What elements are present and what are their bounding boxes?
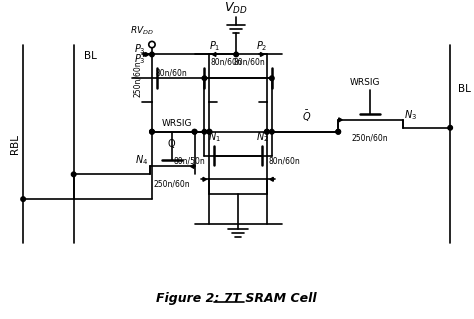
Text: $N_2$: $N_2$	[255, 130, 268, 144]
Circle shape	[336, 130, 340, 134]
Text: Q: Q	[168, 139, 175, 149]
Polygon shape	[191, 164, 194, 168]
Circle shape	[270, 130, 274, 134]
Circle shape	[72, 172, 76, 177]
Text: 80n/60n: 80n/60n	[233, 58, 265, 67]
Text: Figure 2: 7T SRAM Cell: Figure 2: 7T SRAM Cell	[156, 292, 317, 305]
Text: $P_3$: $P_3$	[134, 53, 146, 66]
Text: 80n/60n: 80n/60n	[210, 58, 242, 67]
Polygon shape	[144, 52, 147, 56]
Polygon shape	[270, 177, 273, 181]
Circle shape	[234, 52, 238, 57]
Circle shape	[192, 130, 197, 134]
Circle shape	[150, 130, 154, 134]
Circle shape	[21, 197, 26, 201]
Text: 80n/60n: 80n/60n	[156, 69, 188, 78]
Circle shape	[149, 41, 155, 48]
Text: $N_3$: $N_3$	[404, 108, 417, 122]
Text: BL: BL	[458, 84, 471, 94]
Text: 250n/60n: 250n/60n	[154, 180, 190, 189]
Circle shape	[336, 130, 340, 134]
Polygon shape	[212, 52, 216, 56]
Circle shape	[150, 52, 154, 57]
Text: 80n/50n: 80n/50n	[173, 157, 205, 166]
Circle shape	[207, 130, 212, 134]
Polygon shape	[203, 177, 207, 181]
Text: $P_2$: $P_2$	[256, 40, 268, 53]
Polygon shape	[260, 52, 264, 56]
Text: $N_1$: $N_1$	[208, 130, 221, 144]
Text: 80n/60n: 80n/60n	[269, 157, 301, 166]
Text: $N_4$: $N_4$	[136, 153, 149, 167]
Circle shape	[264, 130, 269, 134]
Text: 250n/60n: 250n/60n	[133, 60, 142, 97]
Text: WRSIG: WRSIG	[162, 119, 192, 128]
Circle shape	[264, 130, 269, 134]
Circle shape	[202, 130, 207, 134]
Text: RBL: RBL	[10, 134, 20, 154]
Text: $\bar{Q}$: $\bar{Q}$	[302, 109, 311, 124]
Text: WRSIG: WRSIG	[350, 78, 380, 87]
Circle shape	[207, 130, 212, 134]
Text: 250n/60n: 250n/60n	[352, 133, 388, 142]
Circle shape	[448, 125, 453, 130]
Text: BL: BL	[83, 51, 96, 62]
Circle shape	[150, 130, 154, 134]
Text: $RV_{DD}$: $RV_{DD}$	[130, 25, 154, 37]
Polygon shape	[339, 118, 342, 122]
Circle shape	[202, 76, 207, 80]
Circle shape	[192, 130, 197, 134]
Text: $V_{DD}$: $V_{DD}$	[224, 1, 248, 16]
Text: $P_1$: $P_1$	[209, 40, 220, 53]
Polygon shape	[146, 52, 149, 56]
Circle shape	[270, 76, 274, 80]
Text: $P_3$: $P_3$	[134, 43, 146, 56]
